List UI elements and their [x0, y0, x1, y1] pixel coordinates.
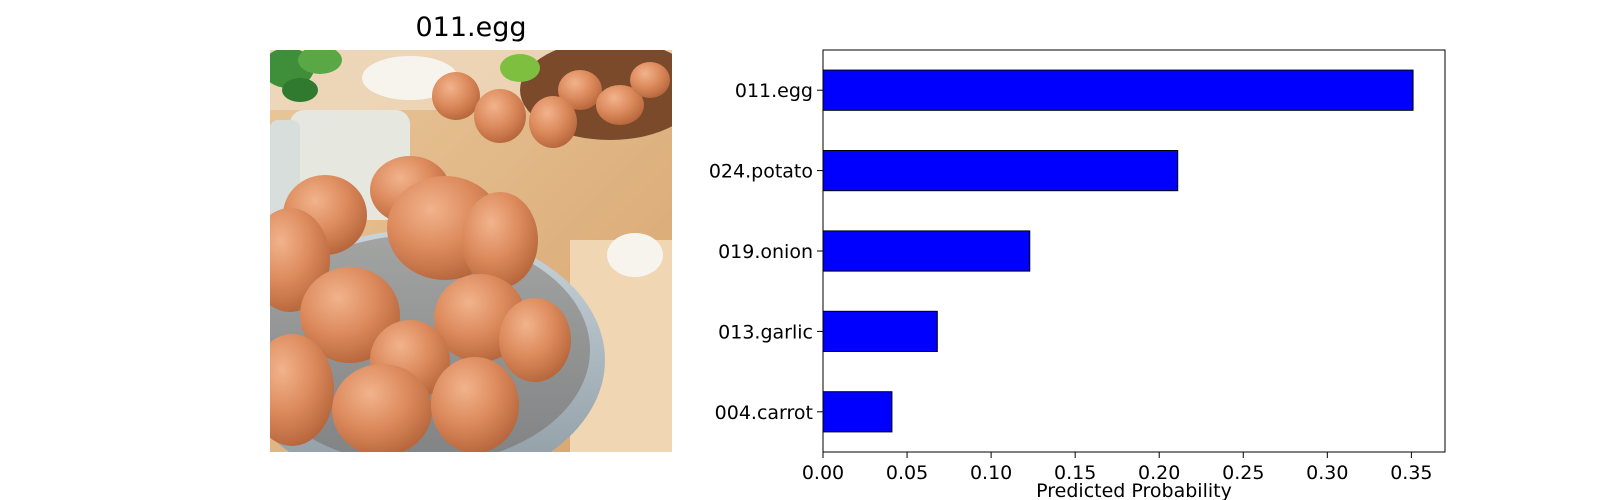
bar-011-egg [822, 69, 1414, 111]
y-tick-label: 019.onion [718, 241, 813, 263]
x-tick-label: 0.15 [1054, 462, 1096, 484]
photo-title: 011.egg [415, 12, 527, 43]
bar-004-carrot [822, 391, 893, 433]
y-axis: 011.egg 024.potato 019.onion 013.garlic 004.… [709, 80, 823, 424]
x-tick-label: 0.30 [1306, 462, 1348, 484]
x-tick-label: 0.05 [886, 462, 928, 484]
x-tick-label: 0.10 [970, 462, 1012, 484]
x-axis: 0.00 0.05 0.10 0.15 0.20 0.25 0.30 0.35 [802, 452, 1433, 484]
y-tick-label: 011.egg [735, 80, 813, 102]
bar-013-garlic [822, 310, 938, 352]
bar-024-potato [822, 150, 1179, 192]
y-tick-label: 004.carrot [715, 402, 813, 424]
bar-019-onion [822, 230, 1031, 272]
x-tick-label: 0.25 [1222, 462, 1264, 484]
y-tick-label: 013.garlic [718, 321, 813, 343]
y-tick-label: 024.potato [709, 161, 813, 183]
x-tick-label: 0.00 [802, 462, 844, 484]
bar-series [822, 69, 1414, 433]
egg-photo [270, 50, 672, 452]
x-tick-label: 0.20 [1138, 462, 1180, 484]
x-tick-label: 0.35 [1390, 462, 1432, 484]
x-axis-label: Predicted Probability [1036, 480, 1232, 500]
